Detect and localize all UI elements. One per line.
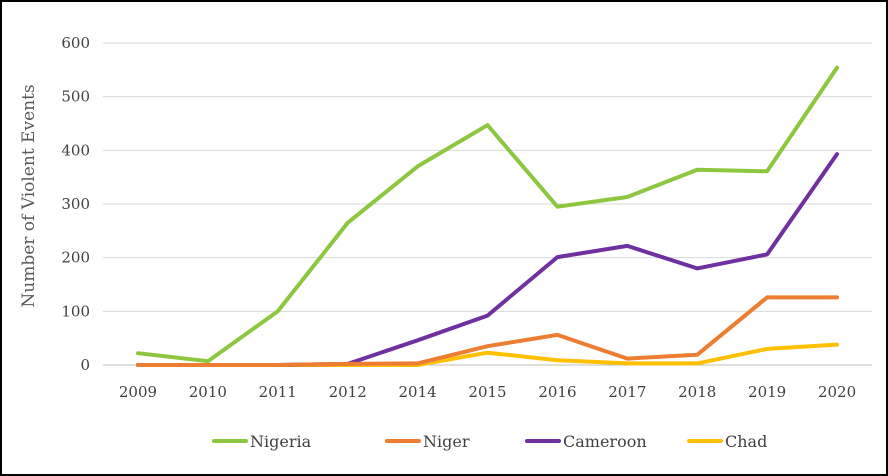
x-tick-label: 2014 [398,383,436,401]
x-tick-label: 2015 [468,383,506,401]
y-tick-label: 100 [61,302,90,320]
y-tick-label: 200 [61,249,90,267]
x-tick-label: 2017 [608,383,646,401]
legend-label-nigeria: Nigeria [250,432,312,451]
y-tick-label: 400 [61,141,90,159]
y-axis-ticks: 0 100 200 300 400 500 600 [61,34,90,374]
legend-label-niger: Niger [423,432,470,451]
y-tick-label: 500 [61,88,90,106]
x-tick-label: 2012 [329,383,367,401]
y-tick-label: 0 [80,356,90,374]
y-tick-label: 600 [61,34,90,52]
series-line-niger [136,295,839,367]
legend: Nigeria Niger Cameroon Chad [212,432,767,451]
x-tick-label: 2010 [189,383,227,401]
y-axis-label: Number of Violent Events [19,84,39,307]
x-tick-label: 2018 [678,383,716,401]
series-line-cameroon [136,152,839,367]
legend-label-cameroon: Cameroon [563,432,647,451]
x-tick-label: 2011 [259,383,297,401]
x-tick-label: 2019 [748,383,786,401]
x-tick-label: 2016 [538,383,576,401]
y-tick-label: 300 [61,195,90,213]
series-lines [136,65,839,367]
legend-label-chad: Chad [725,432,767,451]
x-tick-label: 2020 [818,383,856,401]
x-tick-label: 2009 [119,383,157,401]
series-line-nigeria [136,65,839,364]
x-axis-ticks: 2009 2010 2011 2012 2014 2015 2016 2017 2018 2019… [119,383,856,401]
